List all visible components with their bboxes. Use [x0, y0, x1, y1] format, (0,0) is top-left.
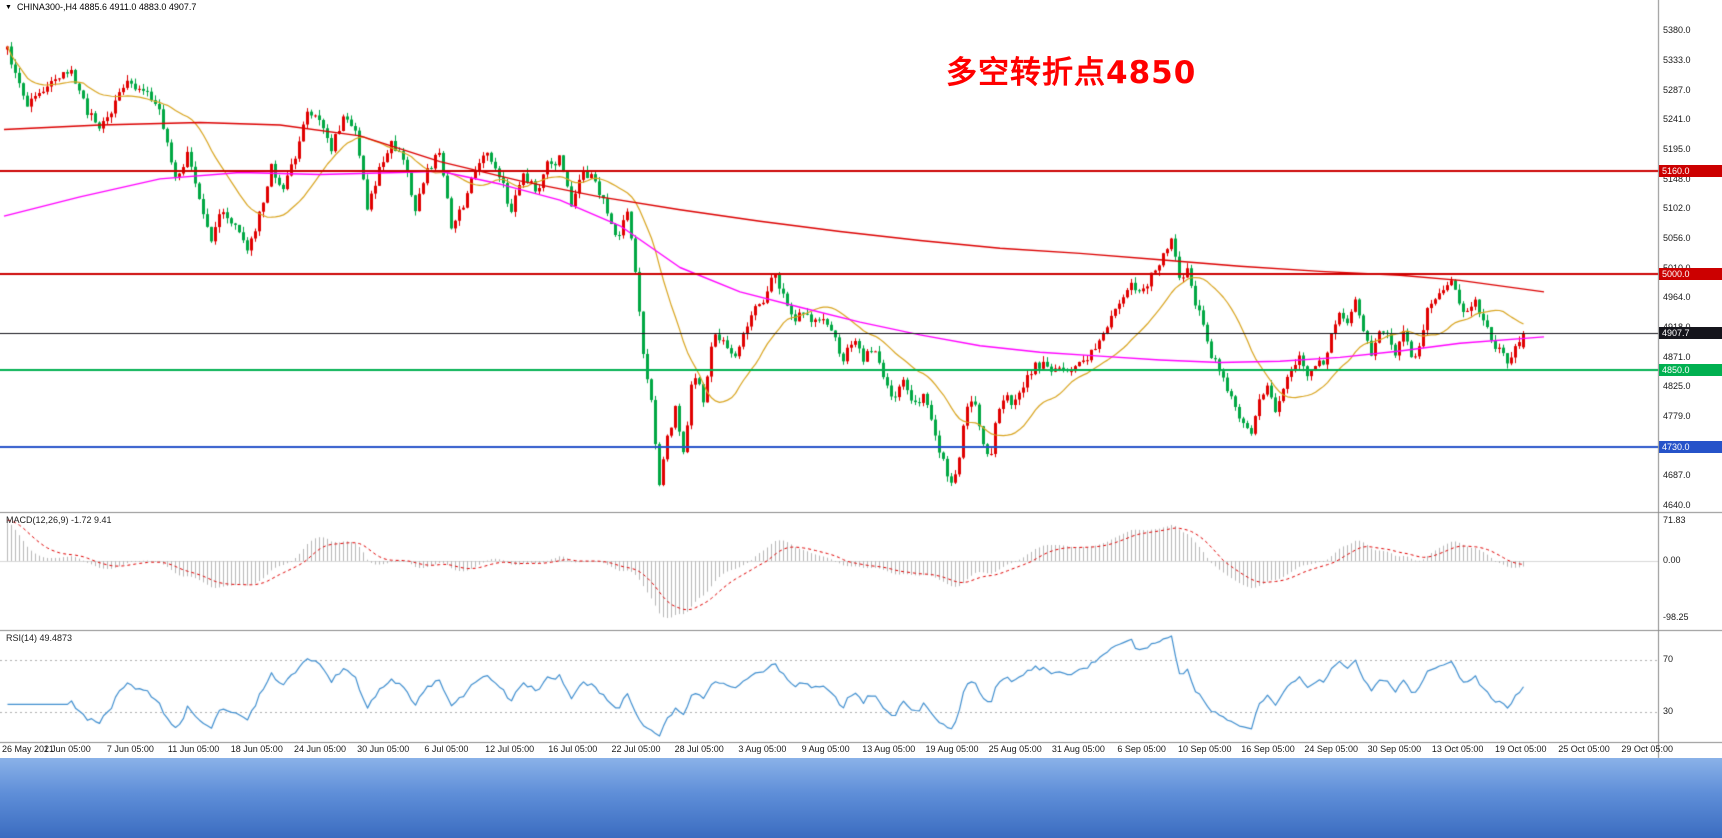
mt4-chart-window: ▼ CHINA300-,H4 4885.6 4911.0 4883.0 4907… [0, 0, 1722, 838]
price-chart-canvas[interactable] [0, 0, 1722, 838]
